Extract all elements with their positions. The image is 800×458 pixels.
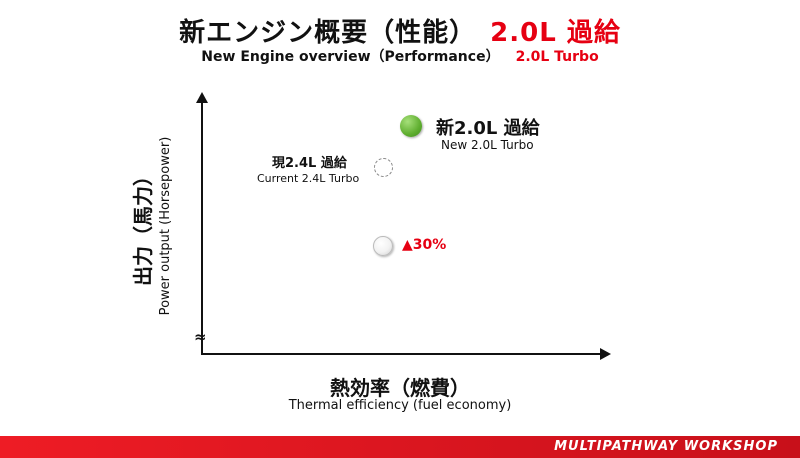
page-title: 新エンジン概要（性能） 2.0L 過給 [0,12,800,49]
x-axis-arrow [600,348,611,360]
footer-brand: MULTIPATHWAY WORKSHOP [554,439,778,454]
baseline-point [373,236,393,256]
subtitle-accent: 2.0L Turbo [515,49,599,65]
footer-bar: MULTIPATHWAY WORKSHOP [0,436,800,458]
axis-break-mark: ≈ [194,328,207,346]
y-axis-label-en: Power output (Horsepower) [158,136,173,316]
increase-annotation: ▲30% [402,237,447,253]
x-axis-line [201,353,603,355]
x-axis-label-en: Thermal efficiency (fuel economy) [288,398,512,413]
title-accent: 2.0L 過給 [490,18,621,48]
new-engine-label-jp: 新2.0L 過給 [436,118,540,139]
x-axis-label-jp: 熱効率（燃費） [330,376,470,400]
current-engine-point [374,158,393,177]
y-axis-line [201,98,203,355]
title-jp: 新エンジン概要（性能） [179,18,477,48]
y-axis-label-jp: 出力（馬力） [131,166,155,286]
page-subtitle: New Engine overview（Performance） 2.0L Tur… [0,46,800,66]
new-engine-label-en: New 2.0L Turbo [441,138,534,152]
current-engine-label-jp: 現2.4L 過給 [272,156,347,171]
current-engine-label-en: Current 2.4L Turbo [257,172,360,185]
new-engine-point [400,115,422,137]
subtitle-en: New Engine overview（Performance） [201,49,500,65]
y-axis-arrow [196,92,208,103]
